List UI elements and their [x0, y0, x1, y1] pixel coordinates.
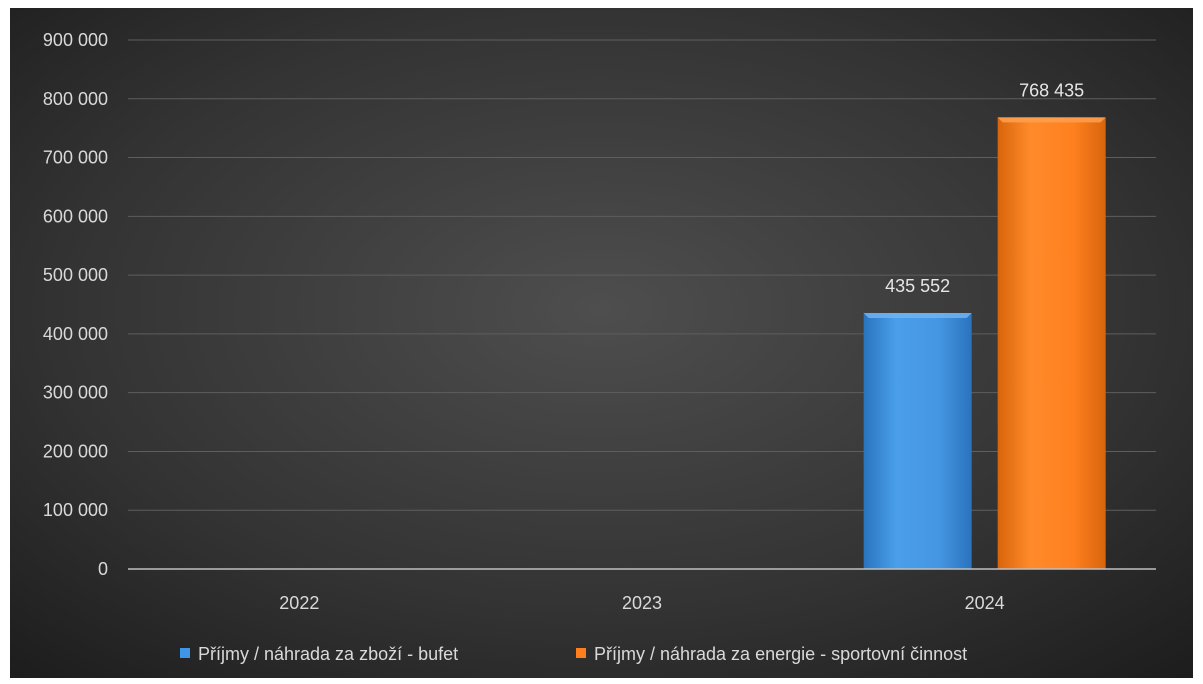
legend-item-energie: Příjmy / náhrada za energie - sportovní …: [576, 644, 967, 664]
legend-label-energie: Příjmy / náhrada za energie - sportovní …: [594, 644, 967, 664]
y-tick-label: 400 000: [43, 324, 108, 344]
bars: [863, 117, 1106, 569]
legend: Příjmy / náhrada za zboží - bufet Příjmy…: [180, 644, 967, 664]
bar-bevel-series-2-2024: [997, 117, 1106, 123]
y-tick-label: 500 000: [43, 265, 108, 285]
y-tick-label: 800 000: [43, 89, 108, 109]
x-tick-label-2023: 2023: [622, 593, 662, 613]
bar-bevel-series-1-2024: [863, 312, 972, 318]
legend-swatch-bufet: [180, 648, 190, 658]
y-tick-label: 200 000: [43, 441, 108, 461]
legend-swatch-energie: [576, 648, 586, 658]
y-tick-label: 0: [98, 559, 108, 579]
y-tick-label: 300 000: [43, 383, 108, 403]
bar-series-2-2024: [997, 117, 1106, 569]
x-axis-tick-labels: 2022 2023 2024: [279, 593, 1004, 613]
data-label-series-1-2024: 435 552: [885, 276, 950, 296]
legend-label-bufet: Příjmy / náhrada za zboží - bufet: [198, 644, 458, 664]
data-labels: 435 552 768 435: [885, 80, 1084, 296]
y-tick-label: 600 000: [43, 206, 108, 226]
data-label-series-2-2024: 768 435: [1019, 80, 1084, 100]
gridlines: [128, 39, 1156, 511]
y-axis-tick-labels: 0 100 000 200 000 300 000 400 000 500 000 600 …: [43, 30, 108, 579]
x-tick-label-2022: 2022: [279, 593, 319, 613]
y-tick-label: 900 000: [43, 30, 108, 50]
bar-series-1-2024: [863, 312, 972, 569]
x-tick-label-2024: 2024: [965, 593, 1005, 613]
legend-item-bufet: Příjmy / náhrada za zboží - bufet: [180, 644, 458, 664]
y-tick-label: 100 000: [43, 500, 108, 520]
y-tick-label: 700 000: [43, 148, 108, 168]
chart-background: [10, 8, 1193, 678]
